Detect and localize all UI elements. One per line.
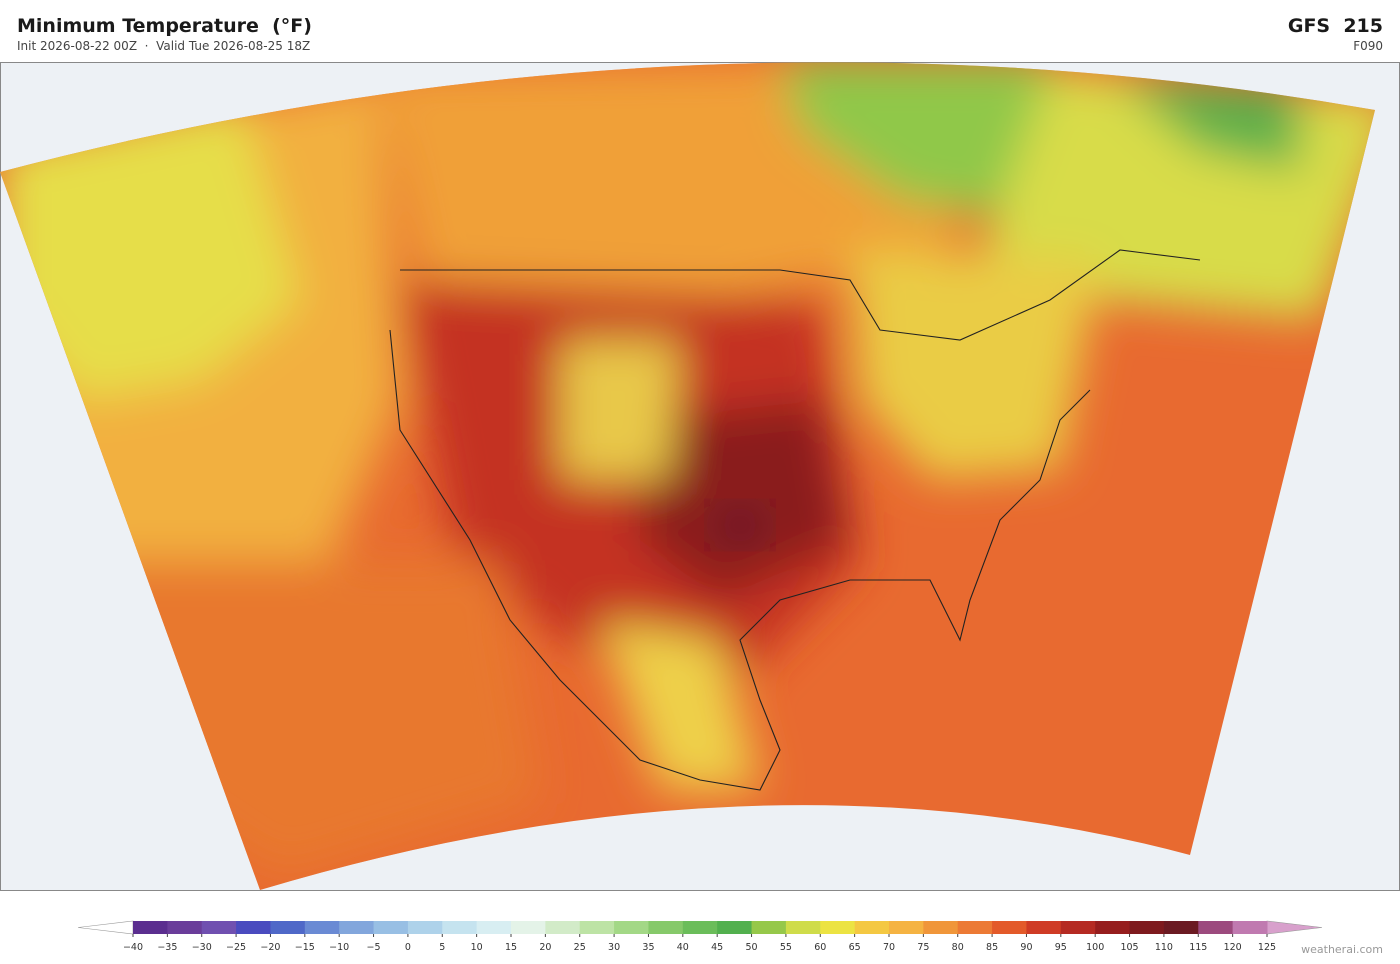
coastline xyxy=(389,249,1201,791)
colorbar-tick-label: 115 xyxy=(1189,942,1207,953)
colorbar-tick-label: 85 xyxy=(986,942,998,953)
colorbar-box xyxy=(854,921,890,934)
colorbar-box xyxy=(957,921,993,934)
colorbar-tick-label: 45 xyxy=(711,942,723,953)
colorbar-box xyxy=(682,921,718,934)
colorbar-tick-label: −20 xyxy=(260,942,280,953)
colorbar-box xyxy=(1232,921,1268,934)
colorbar-box xyxy=(339,921,375,934)
colorbar-tick-label: 25 xyxy=(574,942,586,953)
colorbar-box xyxy=(167,921,203,934)
colorbar-box xyxy=(923,921,959,934)
colorbar-box xyxy=(648,921,684,934)
colorbar-tick-label: −35 xyxy=(157,942,177,953)
colorbar-box xyxy=(820,921,856,934)
colorbar-box xyxy=(1060,921,1096,934)
colorbar-tick-label: 65 xyxy=(849,942,861,953)
colorbar-tick-label: 35 xyxy=(642,942,654,953)
colorbar-extend-high xyxy=(1266,920,1323,935)
colorbar-tick-label: 20 xyxy=(539,942,551,953)
colorbar-tick-label: 75 xyxy=(917,942,929,953)
colorbar-box xyxy=(1198,921,1234,934)
colorbar-box xyxy=(407,921,443,934)
colorbar-box xyxy=(133,921,168,934)
colorbar-box xyxy=(1129,921,1165,934)
colorbar-box xyxy=(373,921,409,934)
colorbar-box xyxy=(304,921,340,934)
colorbar-tick-label: −30 xyxy=(192,942,212,953)
colorbar-tick-label: 95 xyxy=(1055,942,1067,953)
subtitle: Init 2026-08-22 00Z · Valid Tue 2026-08-… xyxy=(17,39,311,53)
colorbar-tick-label: 70 xyxy=(883,942,895,953)
colorbar-tick-label: 50 xyxy=(745,942,757,953)
colorbar-tick-label: 5 xyxy=(439,942,445,953)
colorbar-tick-label: 60 xyxy=(814,942,826,953)
colorbar-box xyxy=(201,921,237,934)
colorbar-tick-label: 90 xyxy=(1020,942,1032,953)
colorbar-tick-label: 10 xyxy=(471,942,483,953)
colorbar-box xyxy=(992,921,1027,934)
colorbar-box xyxy=(751,921,787,934)
colorbar-tick-label: −25 xyxy=(226,942,246,953)
colorbar-extend-low xyxy=(77,920,134,935)
colorbar-tick-label: 15 xyxy=(505,942,517,953)
colorbar-tick-label: −10 xyxy=(329,942,349,953)
colorbar-box xyxy=(511,921,546,934)
colorbar-box xyxy=(270,921,306,934)
forecast-hour: F090 xyxy=(1353,39,1383,53)
colorbar-box xyxy=(889,921,924,934)
watermark: weatherai.com xyxy=(1301,943,1383,956)
colorbar-tick-label: 110 xyxy=(1155,942,1173,953)
colorbar-tick-label: 30 xyxy=(608,942,620,953)
colorbar-box xyxy=(785,921,821,934)
title: Minimum Temperature (°F) xyxy=(17,15,312,37)
colorbar-tick-label: 0 xyxy=(405,942,411,953)
colorbar-tick-label: 125 xyxy=(1258,942,1276,953)
colorbar-tick-label: 100 xyxy=(1086,942,1104,953)
colorbar-tick-label: 40 xyxy=(677,942,689,953)
colorbar-tick-label: 105 xyxy=(1120,942,1138,953)
colorbar-tick-label: 80 xyxy=(952,942,964,953)
colorbar-box xyxy=(717,921,753,934)
colorbar-box xyxy=(545,921,581,934)
colorbar-box xyxy=(442,921,478,934)
colorbar-box xyxy=(614,921,649,934)
colorbar-tick-label: −15 xyxy=(295,942,315,953)
colorbar-box xyxy=(476,921,512,934)
colorbar-box xyxy=(236,921,271,934)
colorbar-box xyxy=(1026,921,1062,934)
colorbar-box xyxy=(579,921,615,934)
colorbar-tick-label: −5 xyxy=(367,942,381,953)
model: GFS 215 xyxy=(1287,15,1383,37)
colorbar-box xyxy=(1163,921,1199,934)
colorbar-tick-label: −40 xyxy=(123,942,143,953)
colorbar-tick-label: 55 xyxy=(780,942,792,953)
colorbar-box xyxy=(1095,921,1131,934)
colorbar-tick-label: 120 xyxy=(1224,942,1242,953)
